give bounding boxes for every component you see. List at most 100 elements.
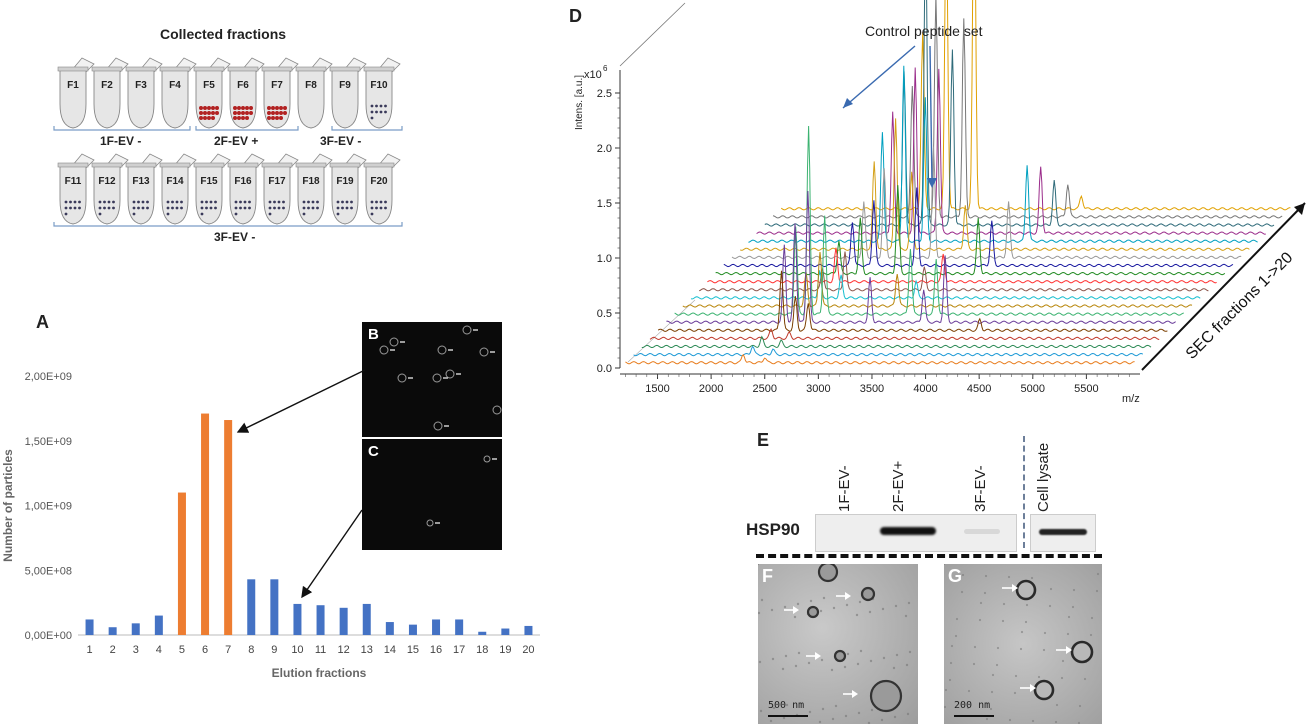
ev-dot <box>237 116 241 120</box>
ev-dot <box>203 116 207 120</box>
tube-body <box>127 69 155 129</box>
particle-dot <box>166 212 170 216</box>
spectrum-trace <box>641 335 1152 349</box>
bar <box>293 603 302 635</box>
particle-dot <box>384 110 387 114</box>
particle-dot <box>384 104 387 108</box>
particle-dot <box>205 200 208 204</box>
lane-divider <box>1023 436 1025 548</box>
tube: F7 <box>261 57 299 129</box>
ev-dot <box>267 111 271 115</box>
noise-dot <box>944 564 946 566</box>
noise-dot <box>961 573 965 577</box>
x-tick-label: 1 <box>86 644 92 656</box>
x-tick-label: 1500 <box>645 383 669 395</box>
ev-dot <box>241 116 245 120</box>
x-tick-label: 3 <box>133 644 139 656</box>
noise-dot <box>944 688 948 692</box>
spectrum-trace <box>731 146 1242 260</box>
scale-bar-g <box>954 715 994 717</box>
ev-dot <box>215 111 219 115</box>
particle-dot <box>379 104 383 108</box>
tube: F17 <box>261 153 299 225</box>
y-tick-label: 1,50E+09 <box>25 436 72 448</box>
ev-dot <box>203 111 207 115</box>
bar <box>154 615 163 635</box>
tube: F19 <box>329 153 367 225</box>
tube: F12 <box>91 153 129 225</box>
group-bracket <box>195 126 299 131</box>
bar <box>339 607 348 635</box>
ev-dot <box>203 106 207 110</box>
x-tick-label: 2500 <box>753 383 777 395</box>
ev-dot <box>283 106 287 110</box>
particle-dot <box>336 200 340 204</box>
x-tick-label: 14 <box>384 644 396 656</box>
spectrum-trace <box>715 185 1226 276</box>
spectrum-trace <box>657 270 1168 332</box>
noise-dot <box>973 645 977 649</box>
noise-dot <box>984 574 988 578</box>
ev-dot <box>271 116 275 120</box>
separator-dashed <box>756 554 1102 558</box>
noise-dot <box>785 703 789 707</box>
particle <box>432 373 442 383</box>
tube-rim <box>227 162 259 168</box>
annotation-arrowhead <box>843 98 853 108</box>
bar <box>201 413 210 635</box>
tube-label: F18 <box>302 176 320 187</box>
particle-dot <box>341 206 344 210</box>
noise-dot <box>972 662 976 666</box>
particle-dot <box>214 206 217 210</box>
spectrum-trace <box>666 190 1176 324</box>
noise-dot <box>845 603 849 607</box>
y-tick-label: 2.5 <box>597 88 612 100</box>
panel-label-f: F <box>762 566 773 586</box>
noise-dot <box>1083 677 1087 681</box>
particle-dot <box>200 212 204 216</box>
particle-dot <box>316 200 319 204</box>
noise-dot <box>1071 605 1075 609</box>
tube-rim <box>295 162 327 168</box>
tube: F1 <box>57 57 95 129</box>
lane-label-2: 2F-EV+ <box>890 460 907 512</box>
particle-dot <box>69 200 72 204</box>
noise-dot <box>990 690 994 694</box>
particle-dot <box>239 200 242 204</box>
noise-dot <box>1096 572 1100 576</box>
particle-dot <box>302 200 306 204</box>
noise-dot <box>1019 647 1023 651</box>
tube-rim <box>193 162 225 168</box>
particle-dot <box>311 200 315 204</box>
noise-dot <box>1030 576 1034 580</box>
band-3fev <box>964 529 1000 534</box>
ev-dot <box>245 106 249 110</box>
noise-dot <box>978 618 982 622</box>
bar <box>524 625 533 635</box>
bar <box>108 627 117 635</box>
tube-label: F10 <box>370 80 388 91</box>
noise-dot <box>858 600 862 604</box>
noise-dot <box>1060 676 1064 680</box>
tubes-drawing: F1 F2 F3 F4 F5 F6 F7 F8 F9 F10 F11 F12 F13 F14 F15 F16 F… <box>53 57 403 227</box>
x-tick-label: 3500 <box>860 383 884 395</box>
tube-body <box>263 165 291 225</box>
noise-dot <box>760 598 764 602</box>
noise-dot <box>1061 659 1065 663</box>
y-multiplier: x10 <box>584 69 602 81</box>
particle-dot <box>137 206 140 210</box>
x-tick-label: 5 <box>179 644 185 656</box>
tube-rim <box>57 162 89 168</box>
noise-dot <box>1001 619 1005 623</box>
particle-dot <box>375 206 378 210</box>
particle-dot <box>307 200 310 204</box>
particle-dot <box>98 206 102 210</box>
particle-dot <box>370 206 374 210</box>
x-tick-label: 17 <box>453 644 465 656</box>
noise-dot <box>793 615 797 619</box>
y-tick-label: 0,00E+00 <box>25 630 72 642</box>
particle <box>479 347 489 357</box>
particle-dot <box>277 200 281 204</box>
x-axis-title: Elution fractions <box>272 666 367 680</box>
bar <box>131 623 140 635</box>
